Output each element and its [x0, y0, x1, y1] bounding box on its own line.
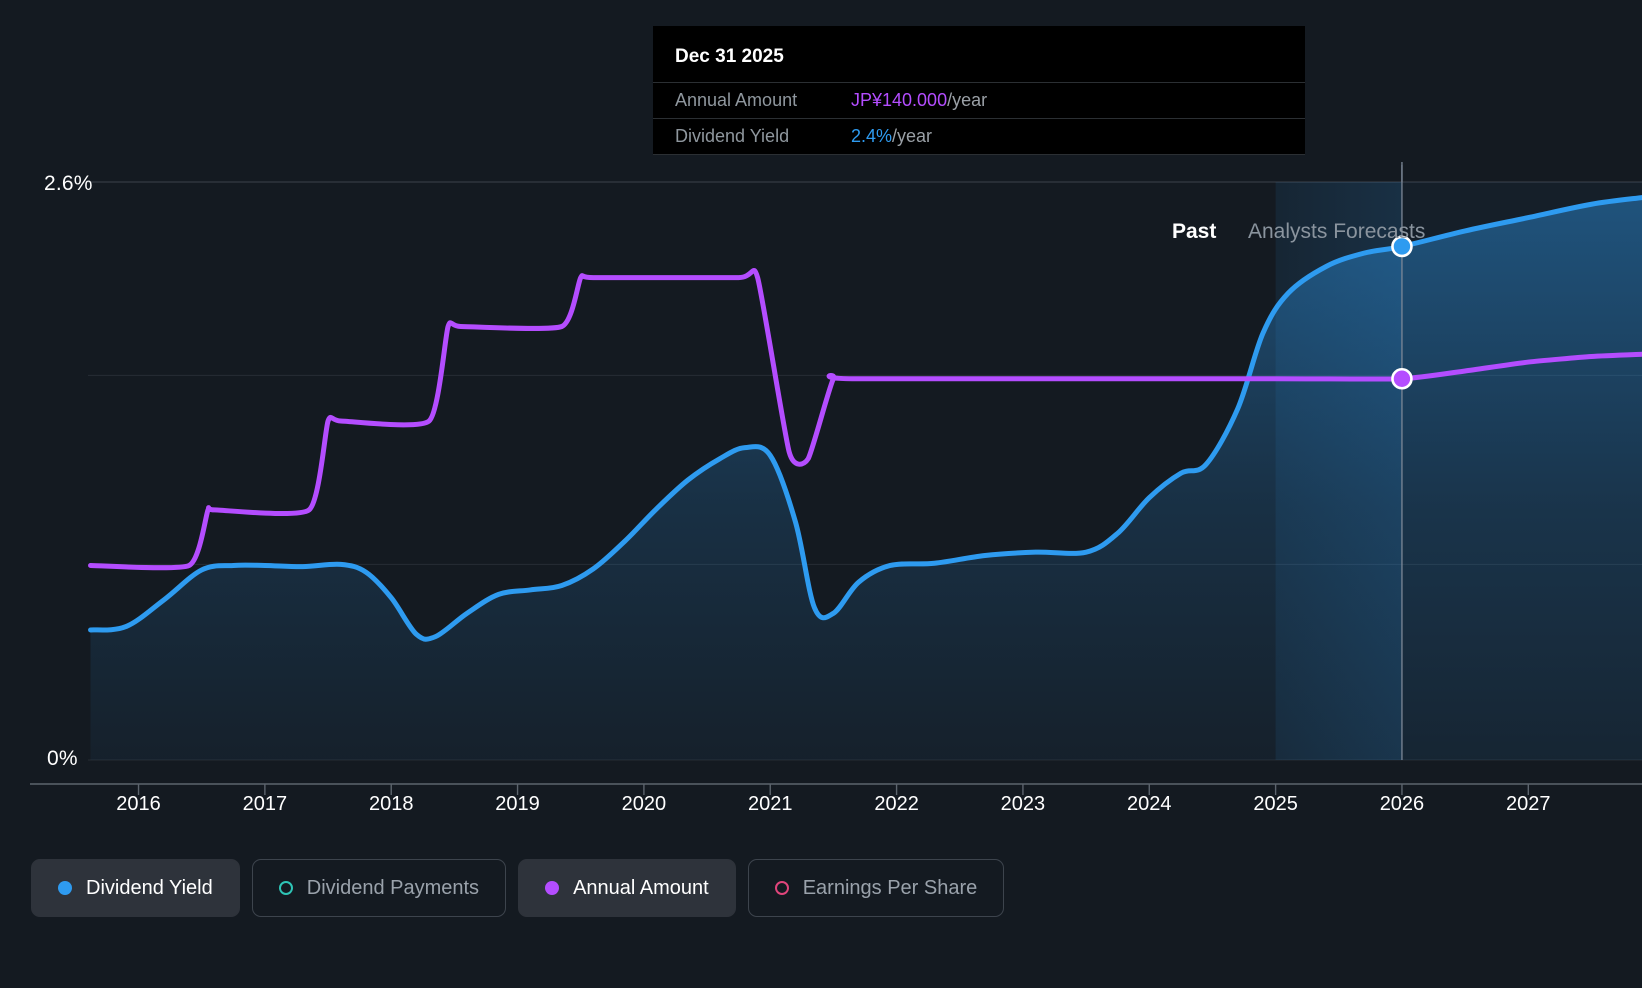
tooltip-footer-divider — [653, 154, 1305, 155]
x-axis-tick-2019: 2019 — [495, 793, 540, 815]
tooltip-row-value: JP¥140.000/year — [851, 90, 987, 111]
x-axis-tick-2021: 2021 — [747, 793, 793, 815]
chart-legend[interactable]: Dividend Yield Dividend Payments Annual Am… — [31, 859, 1005, 917]
chart-plot-area[interactable]: 2.6% 0% 2016 2017 2018 2019 2020 2021 2022 2023… — [0, 0, 1642, 820]
series-lines — [88, 195, 1642, 642]
legend-item-label: Dividend Payments — [306, 876, 480, 899]
legend-dot-icon — [545, 881, 560, 895]
series-markers[interactable] — [1391, 235, 1413, 390]
legend-ring-icon — [278, 881, 293, 895]
legend-item-label: Annual Amount — [573, 876, 709, 899]
x-axis-tick-2022: 2022 — [874, 793, 919, 815]
forecast-region-label: Analysts Forecasts — [1248, 220, 1426, 243]
x-axis-tick-2016: 2016 — [116, 793, 161, 815]
legend-dot-icon — [58, 881, 72, 895]
tooltip-rows: Annual Amount JP¥140.000/year Dividend Yie… — [653, 82, 1305, 154]
y-axis-max-label: 2.6% — [44, 172, 93, 195]
x-axis-tick-2026: 2026 — [1379, 793, 1425, 815]
x-axis-tick-2018: 2018 — [368, 793, 414, 815]
x-axis-tick-2017: 2017 — [242, 793, 288, 815]
legend-item-earnings-per-share[interactable]: Earnings Per Share — [747, 859, 1005, 917]
legend-item-label: Dividend Yield — [86, 876, 213, 899]
x-axis-tick-2020: 2020 — [621, 793, 667, 815]
x-axis-tick-2025: 2025 — [1253, 793, 1298, 815]
axis-ticks — [30, 783, 1642, 795]
tooltip-row-unit: /year — [947, 90, 988, 110]
legend-item-dividend-yield[interactable]: Dividend Yield — [31, 859, 240, 917]
legend-item-dividend-payments[interactable]: Dividend Payments — [251, 859, 507, 917]
past-region-label: Past — [1172, 220, 1217, 243]
series-areas — [90, 197, 1642, 760]
chart-svg — [30, 162, 1642, 795]
tooltip-row: Annual Amount JP¥140.000/year — [653, 82, 1305, 118]
y-axis-min-label: 0% — [47, 747, 78, 770]
legend-ring-icon — [774, 881, 789, 895]
chart-tooltip: Dec 31 2025 Annual Amount JP¥140.000/year… — [653, 26, 1305, 155]
tooltip-row: Dividend Yield 2.4%/year — [653, 118, 1305, 154]
legend-item-label: Earnings Per Share — [802, 876, 978, 899]
tooltip-row-label: Dividend Yield — [675, 126, 790, 146]
tooltip-row-value: 2.4%/year — [851, 126, 932, 147]
legend-item-annual-amount[interactable]: Annual Amount — [518, 859, 736, 917]
x-axis-tick-2023: 2023 — [1000, 793, 1046, 815]
x-axis-tick-2027: 2027 — [1506, 793, 1551, 815]
tooltip-row-label: Annual Amount — [675, 90, 798, 110]
tooltip-title: Dec 31 2025 — [675, 46, 784, 67]
tooltip-row-unit: /year — [892, 126, 933, 146]
tooltip-row-number: 2.4% — [851, 126, 893, 146]
x-axis-tick-2024: 2024 — [1127, 793, 1172, 815]
tooltip-row-number: JP¥140.000 — [851, 90, 948, 110]
